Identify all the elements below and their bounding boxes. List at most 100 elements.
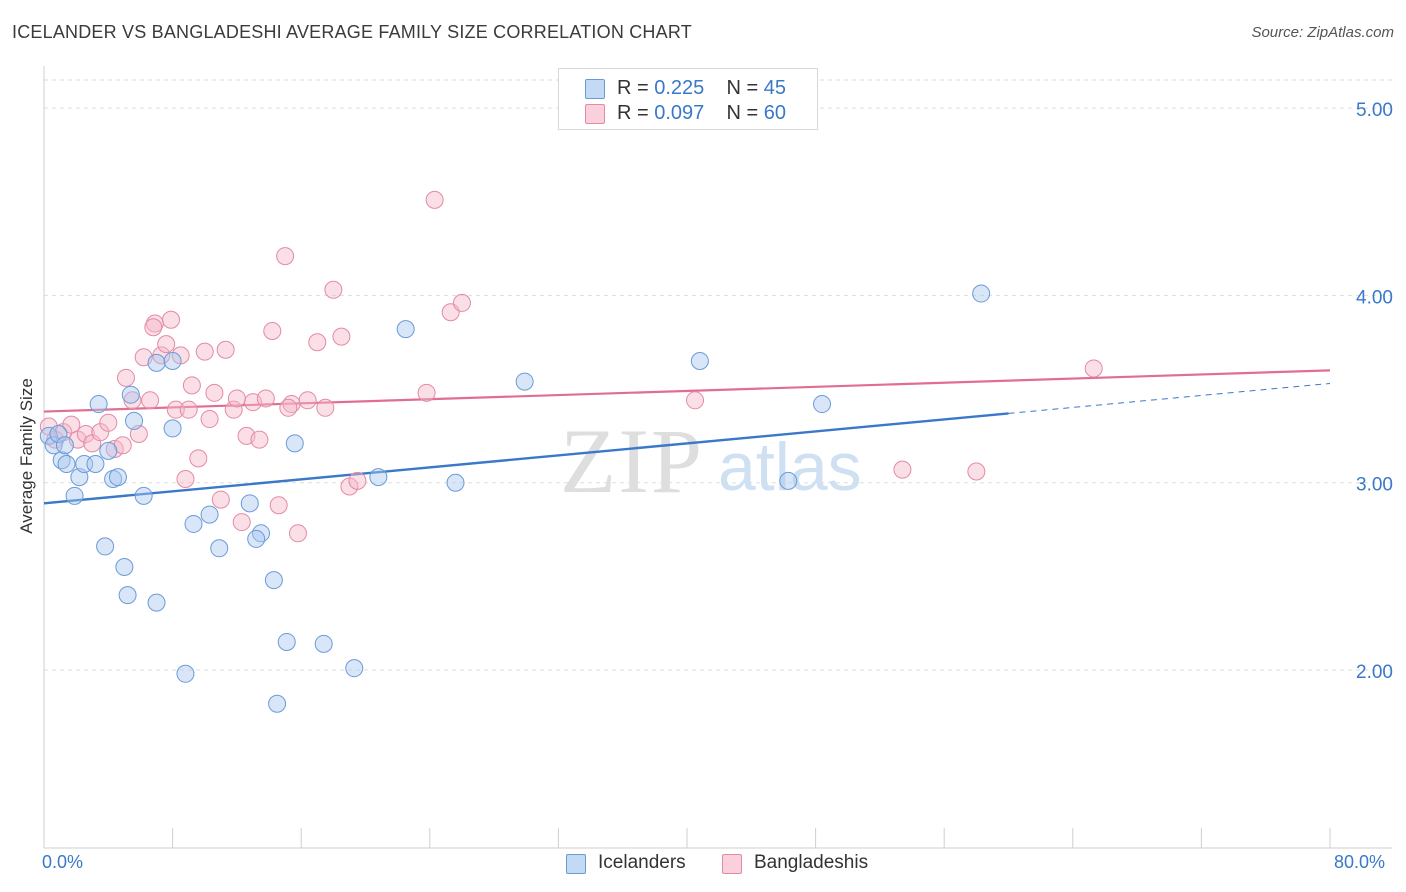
watermark: ZIP atlas [560,410,862,512]
bangladeshi-point [76,425,95,444]
bangladeshi-point [62,415,81,434]
watermark-atlas: atlas [718,429,862,505]
bangladeshi-point [269,496,288,515]
bangladeshi-point [141,391,160,410]
legend-n-label: N = [726,102,759,124]
bangladeshi-point [157,335,176,354]
legend-r-label: R = [617,102,649,124]
bangladeshi-point [332,327,351,346]
bangladeshi-point [166,400,185,419]
icelander-point [285,434,304,453]
legend-r-label: R = [617,77,649,99]
icelander-point [121,385,140,404]
legend-swatch-pink [722,854,742,874]
bangladeshi-point [288,524,307,543]
bangladeshi-point [216,340,235,359]
bangladeshi-point [316,398,335,417]
bangladeshi-point [425,190,444,209]
bangladeshi-point [967,462,986,481]
y-tick-label: 2.00 [1356,662,1393,683]
trend-line-icelanders-extension [1008,382,1331,414]
icelander-point [115,558,134,577]
icelander-point [247,529,266,548]
icelander-point [65,486,84,505]
bangladeshi-point [116,368,135,387]
y-tick-label: 3.00 [1356,475,1393,496]
icelander-point [55,436,74,455]
bangladeshi-point [232,513,251,532]
legend-n-value: 45 [763,77,787,99]
icelander-point [89,395,108,414]
bangladeshi-point [263,322,282,341]
bangladeshi-points [39,190,1103,543]
bangladeshi-point [417,383,436,402]
icelander-point [147,353,166,372]
icelander-point [779,471,798,490]
bangladeshi-point [227,389,246,408]
icelander-point [176,664,195,683]
axes [43,66,1392,849]
x-max-label: 80.0% [1334,852,1386,872]
trend-lines [43,369,1331,505]
icelander-point [86,455,105,473]
bangladeshi-point [205,383,224,402]
icelander-point [369,468,388,487]
icelander-point [345,659,364,678]
legend-r-value: 0.225 [654,77,705,99]
icelander-point [108,468,127,487]
watermark-zip: ZIP [560,410,704,512]
legend-n-value: 60 [763,102,787,124]
bangladeshi-point [893,460,912,479]
legend-swatch-blue [566,854,586,874]
bangladeshi-point [161,310,180,329]
legend-swatch-blue [585,79,605,99]
bangladeshi-point [348,471,367,490]
icelander-point [57,455,76,473]
y-tick-label: 5.00 [1356,100,1393,121]
trend-line-bangladeshis [43,369,1331,413]
bangladeshi-point [308,333,327,352]
icelander-point [163,351,182,370]
bangladeshi-point [686,391,705,410]
icelander-point [147,593,166,612]
series-label-bangladeshis: Bangladeshis [754,852,869,873]
bangladeshi-point [182,376,201,395]
icelander-point [690,351,709,370]
y-axis-label: Average Family Size [17,378,36,534]
bangladeshi-point [176,469,195,488]
bangladeshi-point [279,398,298,417]
icelander-point [314,634,333,653]
bangladeshi-point [298,391,317,410]
bangladeshi-point [195,342,214,361]
source-label: Source: ZipAtlas.com [1251,24,1394,41]
y-tick-label: 4.00 [1356,287,1393,308]
bangladeshi-point [250,430,269,449]
legend-swatch-pink [585,104,605,124]
bangladeshi-point [144,318,163,337]
bangladeshi-point [189,449,208,468]
icelander-point [99,441,118,460]
icelander-point [240,494,259,513]
icelander-point [200,505,219,524]
bangladeshi-point [452,293,471,312]
legend-n-label: N = [726,77,759,99]
icelander-point [268,694,287,713]
legend-r-value: 0.097 [654,102,705,124]
icelander-point [813,395,832,414]
icelander-point [125,411,144,430]
bangladeshi-point [99,413,118,432]
icelander-point [163,419,182,438]
icelander-point [96,537,115,556]
bangladeshi-point [276,247,295,266]
bangladeshi-point [179,400,198,419]
bangladeshi-point [224,400,243,419]
x-min-label: 0.0% [42,852,84,872]
icelander-point [252,524,271,543]
bangladeshi-point [324,280,343,299]
icelander-point [210,539,229,558]
icelander-point [49,425,68,444]
icelander-point [134,486,153,505]
bangladeshi-point [200,410,219,429]
bangladeshi-point [211,490,230,509]
